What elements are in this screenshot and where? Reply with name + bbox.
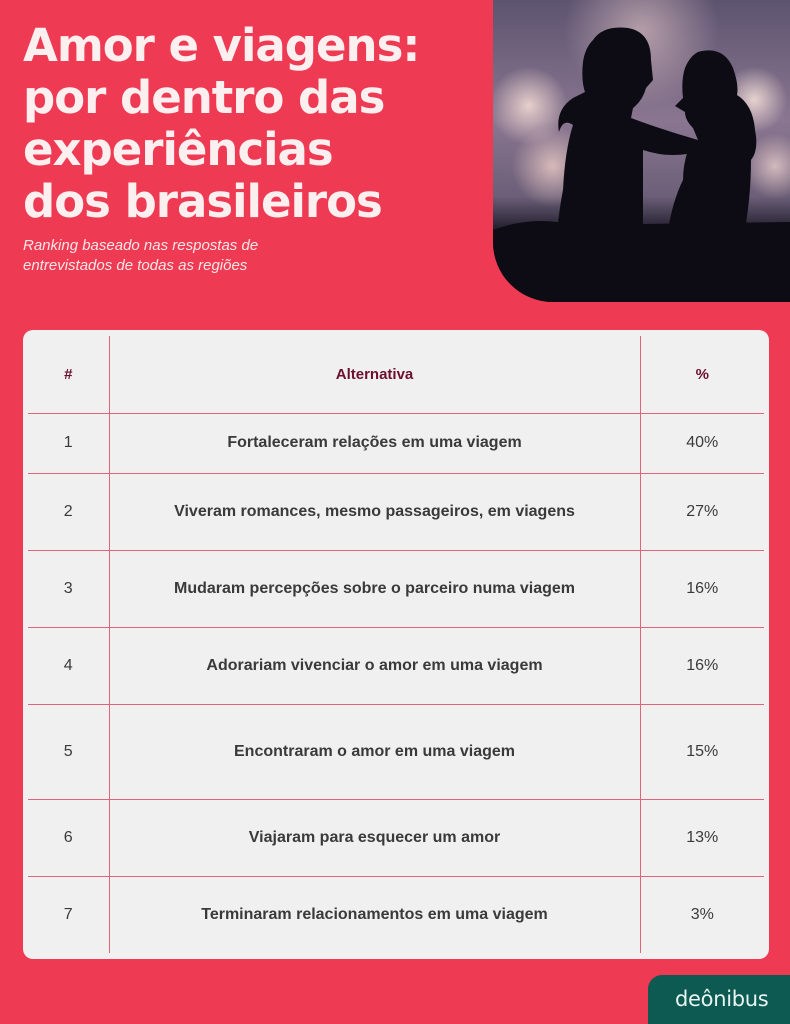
row-percent: 15% <box>640 704 764 800</box>
row-rank: 5 <box>28 704 110 800</box>
row-alternative: Mudaram percepções sobre o parceiro numa… <box>109 550 641 628</box>
table-row: 6 Viajaram para esquecer um amor 13% <box>28 799 764 877</box>
row-alternative: Viajaram para esquecer um amor <box>109 799 641 877</box>
subtitle-line-2: entrevistados de todas as regiões <box>23 257 248 274</box>
title-line-4: dos brasileiros <box>23 175 383 228</box>
row-rank: 1 <box>28 413 110 474</box>
page-title: Amor e viagens: por dentro das experiênc… <box>23 20 493 228</box>
row-rank: 4 <box>28 627 110 705</box>
header-percent: % <box>640 336 764 414</box>
table-row: 1 Fortaleceram relações em uma viagem 40… <box>28 413 764 474</box>
title-line-3: experiências <box>23 123 334 176</box>
row-alternative: Terminaram relacionamentos em uma viagem <box>109 876 641 953</box>
title-line-1: Amor e viagens: <box>23 19 420 72</box>
row-percent: 27% <box>640 473 764 551</box>
couple-silhouette-icon <box>493 27 790 302</box>
row-rank: 7 <box>28 876 110 953</box>
table-row: 5 Encontraram o amor em uma viagem 15% <box>28 704 764 800</box>
table-header-row: # Alternativa % <box>28 336 764 414</box>
row-percent: 13% <box>640 799 764 877</box>
header-rank: # <box>28 336 110 414</box>
table-row: 3 Mudaram percepções sobre o parceiro nu… <box>28 550 764 628</box>
row-alternative: Fortaleceram relações em uma viagem <box>109 413 641 474</box>
ranking-table: # Alternativa % 1 Fortaleceram relações … <box>28 336 764 953</box>
row-percent: 40% <box>640 413 764 474</box>
row-alternative: Viveram romances, mesmo passageiros, em … <box>109 473 641 551</box>
row-rank: 6 <box>28 799 110 877</box>
row-rank: 2 <box>28 473 110 551</box>
row-percent: 16% <box>640 550 764 628</box>
subtitle: Ranking baseado nas respostas de entrevi… <box>23 236 258 276</box>
row-percent: 16% <box>640 627 764 705</box>
table-row: 4 Adorariam vivenciar o amor em uma viag… <box>28 627 764 705</box>
couple-photo <box>493 0 790 302</box>
row-alternative: Adorariam vivenciar o amor em uma viagem <box>109 627 641 705</box>
title-line-2: por dentro das <box>23 71 385 124</box>
brand-logo: deônibus <box>648 975 790 1024</box>
table-row: 2 Viveram romances, mesmo passageiros, e… <box>28 473 764 551</box>
row-percent: 3% <box>690 905 714 923</box>
ranking-table-card: # Alternativa % 1 Fortaleceram relações … <box>23 330 769 959</box>
table-row: 7 Terminaram relacionamentos em uma viag… <box>28 876 764 953</box>
row-alternative: Encontraram o amor em uma viagem <box>109 704 641 800</box>
header-alternative: Alternativa <box>109 336 641 414</box>
subtitle-line-1: Ranking baseado nas respostas de <box>23 237 259 254</box>
row-rank: 3 <box>28 550 110 628</box>
